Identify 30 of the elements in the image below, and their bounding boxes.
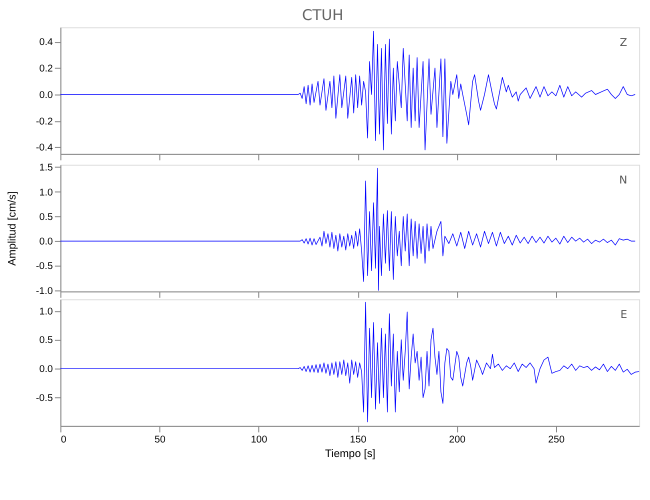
annotation: N bbox=[619, 174, 628, 187]
annotation: E bbox=[620, 308, 628, 322]
line-series bbox=[60, 30, 636, 150]
y-tick-label: 1.5 bbox=[39, 162, 54, 174]
x-tick-label: 50 bbox=[154, 434, 166, 446]
x-tick-label: 250 bbox=[548, 434, 566, 446]
y-tick-label: 0.0 bbox=[39, 364, 54, 376]
x-tick-label: 0 bbox=[60, 434, 67, 446]
x-tick-label: 200 bbox=[449, 434, 466, 446]
line-series bbox=[60, 302, 640, 422]
x-axis-title: Tiempo [s] bbox=[325, 448, 376, 460]
y-tick-label: -0.5 bbox=[36, 261, 54, 272]
x-tick-label: 100 bbox=[250, 434, 268, 446]
y-tick-label: 0.5 bbox=[39, 212, 54, 223]
y-tick-label: 0.0 bbox=[39, 236, 54, 248]
y-tick-label: -0.2 bbox=[36, 116, 53, 128]
annotation: Z bbox=[620, 36, 628, 50]
y-tick-label: -1.0 bbox=[36, 286, 54, 297]
y-tick-label: -0.5 bbox=[36, 393, 54, 404]
y-tick-label: 0.5 bbox=[39, 335, 54, 346]
line-series bbox=[60, 168, 636, 291]
chart-title: CTUH bbox=[302, 6, 344, 24]
y-axis-title: Amplitud [cm/s] bbox=[6, 191, 18, 266]
y-tick-label: 1.0 bbox=[39, 187, 54, 198]
y-tick-label: 1.0 bbox=[39, 306, 54, 318]
y-tick-label: -0.4 bbox=[36, 142, 54, 154]
y-tick-label: 0.0 bbox=[39, 90, 54, 101]
y-tick-label: 0.4 bbox=[39, 37, 54, 48]
y-tick-label: 0.2 bbox=[39, 64, 53, 75]
x-tick-label: 150 bbox=[350, 434, 367, 446]
